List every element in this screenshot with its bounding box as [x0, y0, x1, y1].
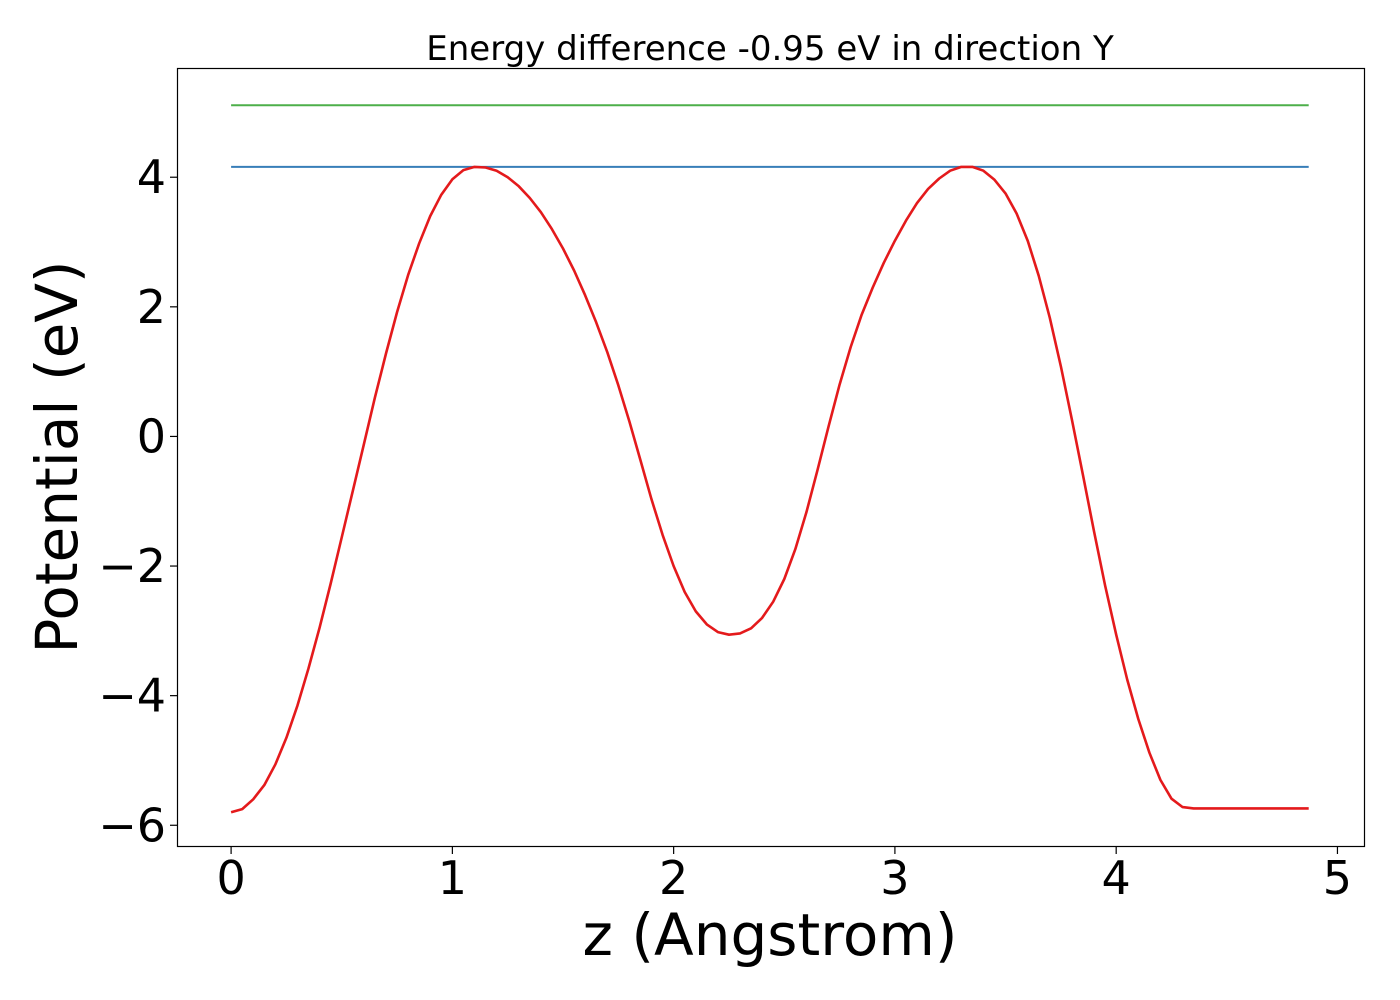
y-tick-label: 0 [137, 409, 166, 463]
y-axis: −6 −4 −2 0 2 4 [98, 150, 178, 852]
y-tick-label: 4 [137, 150, 166, 204]
y-axis-label: Potential (eV) [23, 260, 91, 653]
x-axis: 0 1 2 3 4 5 [216, 846, 1352, 905]
chart-title: Energy difference -0.95 eV in direction … [426, 29, 1114, 69]
y-tick-label: 2 [137, 280, 166, 334]
x-tick-label: 1 [438, 851, 467, 905]
axes-frame [176, 67, 1366, 848]
x-tick-label: 4 [1102, 851, 1131, 905]
x-tick-label: 3 [880, 851, 909, 905]
x-tick-label: 0 [216, 851, 245, 905]
y-tick-label: −4 [98, 669, 166, 723]
x-tick-label: 2 [659, 851, 688, 905]
plot-area [230, 104, 1309, 814]
x-axis-label: z (Angstrom) [583, 901, 958, 969]
series-line-0 [230, 165, 1309, 814]
y-tick-label: −2 [98, 539, 166, 593]
y-tick-label: −6 [98, 798, 166, 852]
x-tick-label: 5 [1323, 851, 1352, 905]
